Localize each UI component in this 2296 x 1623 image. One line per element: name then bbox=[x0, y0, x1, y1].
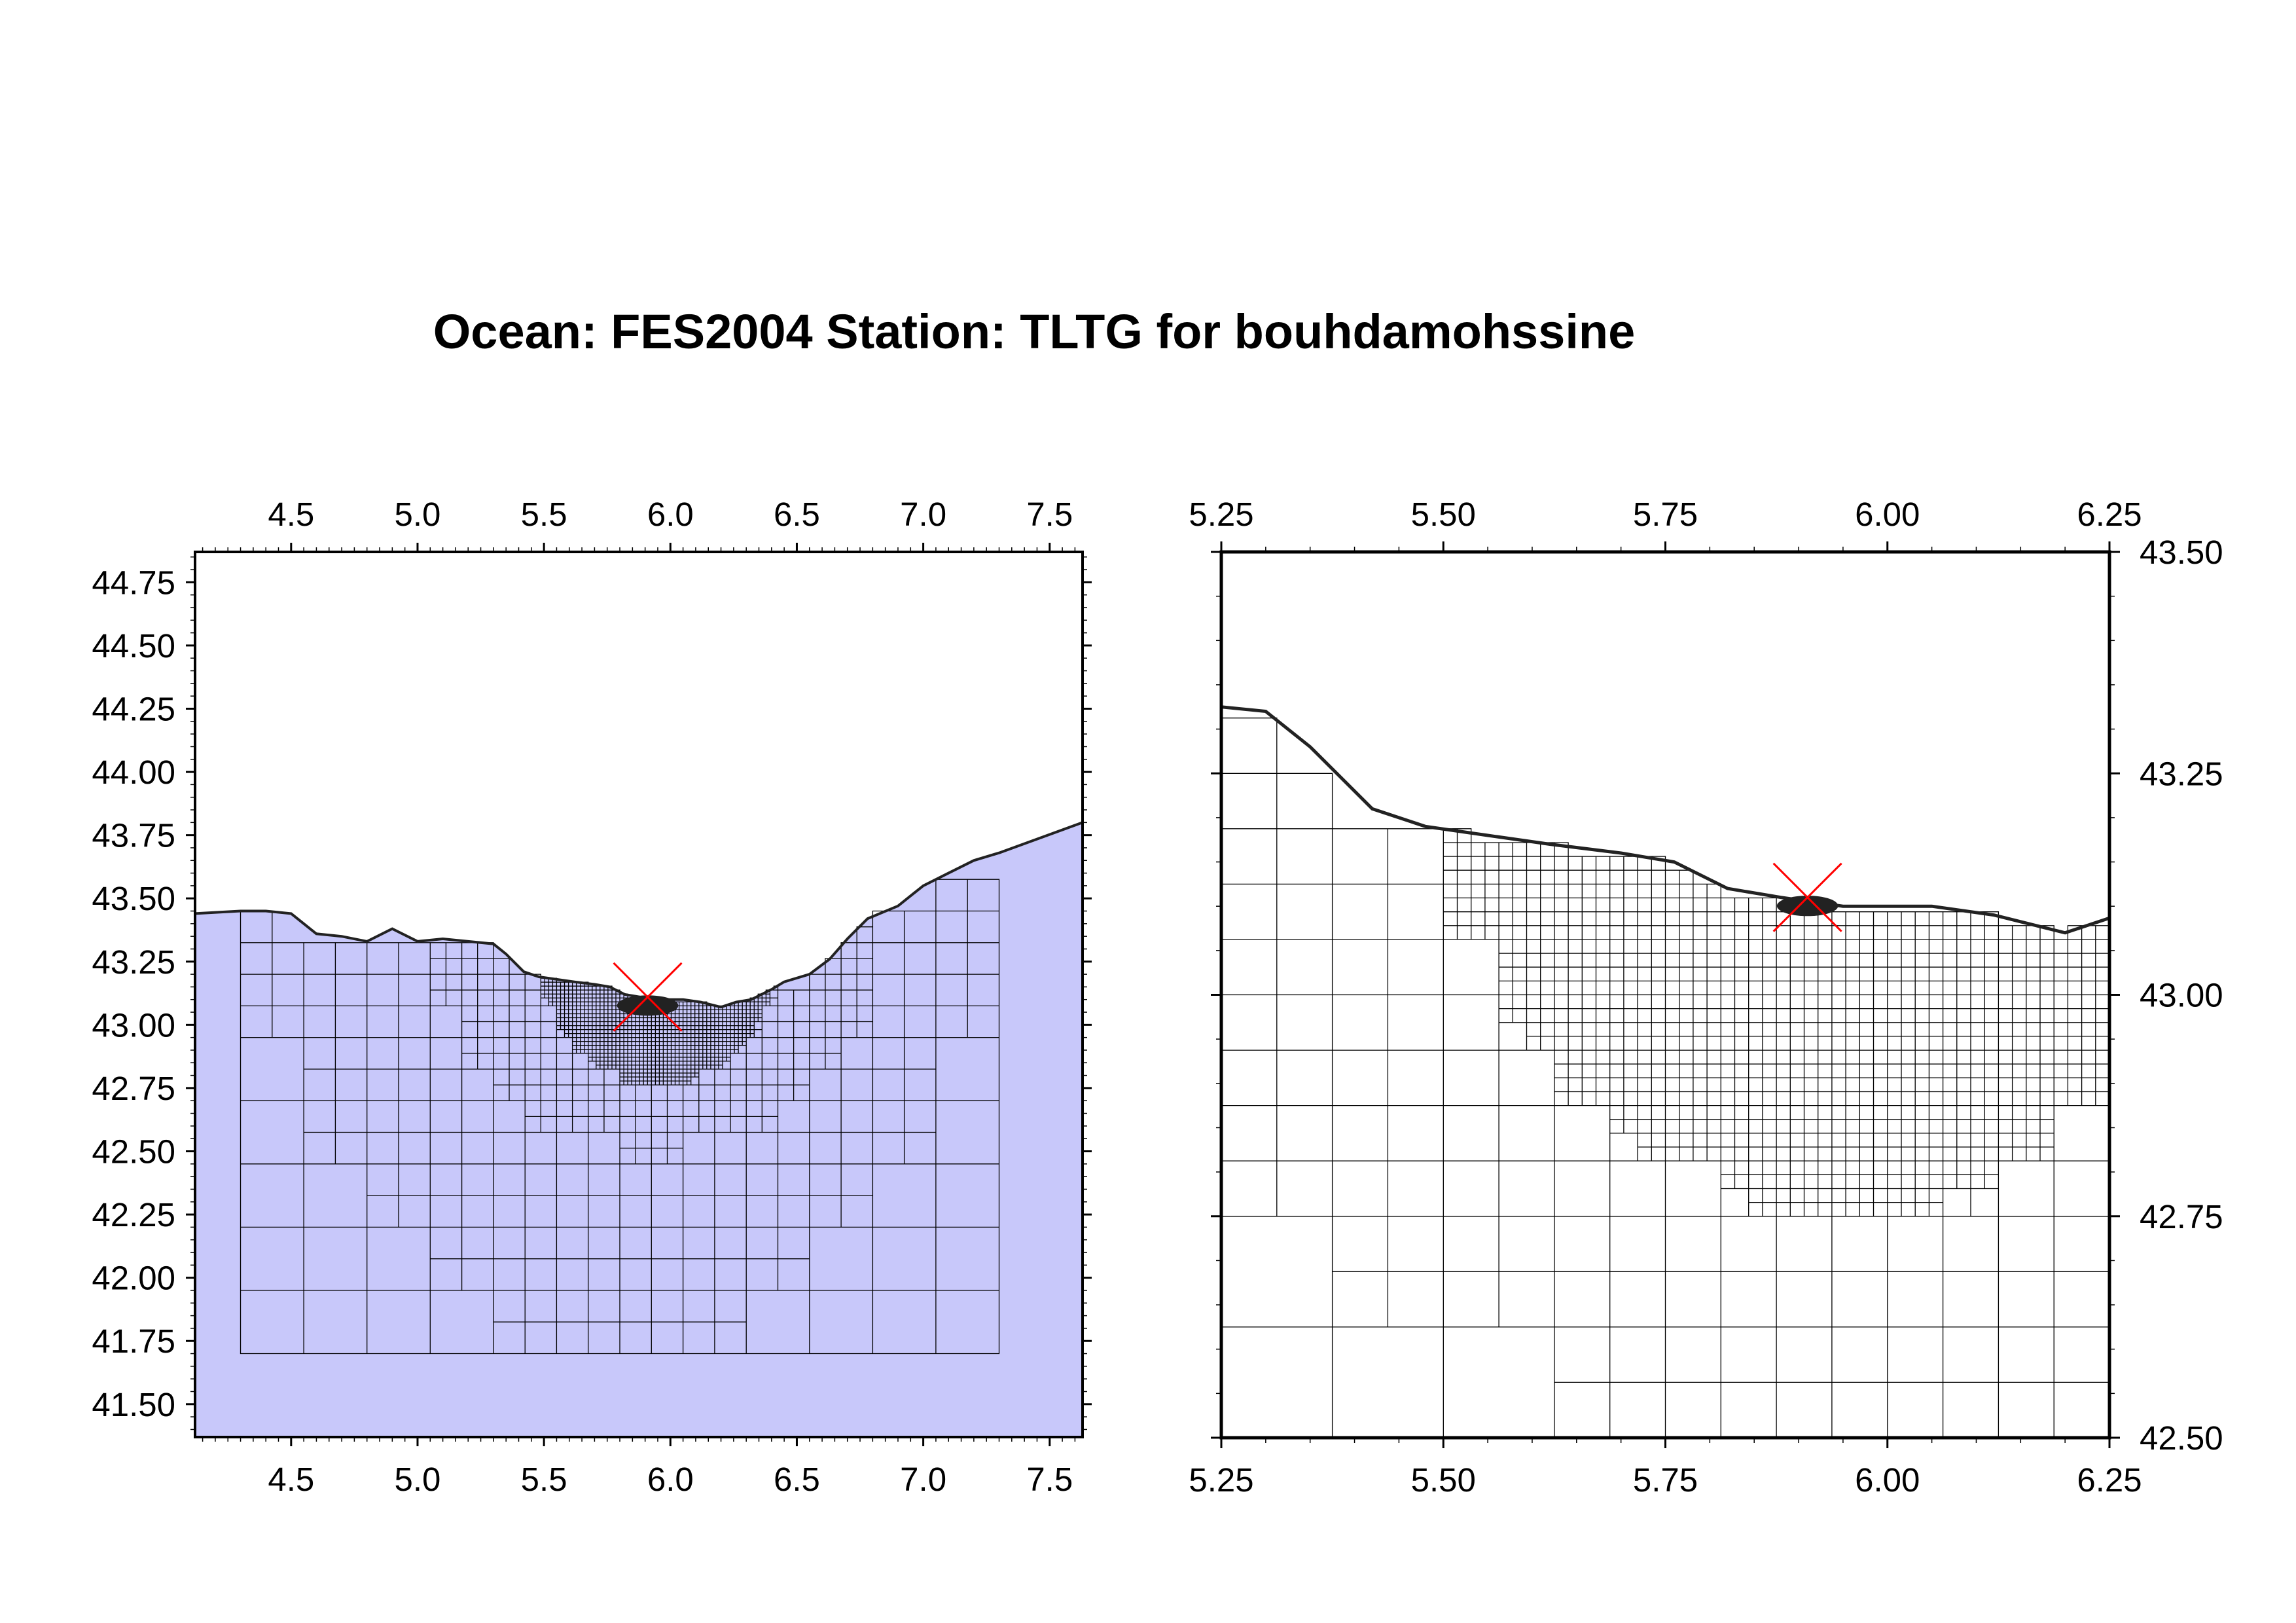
x-tick-label-bottom: 4.5 bbox=[268, 1461, 314, 1498]
y-tick-label: 43.75 bbox=[92, 817, 175, 854]
x-tick-label-bottom: 7.5 bbox=[1026, 1461, 1073, 1498]
coastline-path bbox=[1221, 705, 2109, 935]
grid-cells bbox=[240, 879, 1000, 1355]
x-tick-label-top: 7.5 bbox=[1026, 496, 1073, 533]
ocean-area bbox=[195, 822, 1083, 1437]
coastline-path bbox=[195, 821, 1083, 1009]
x-tick-label-top: 5.50 bbox=[1411, 496, 1476, 533]
x-tick-label-top: 4.5 bbox=[268, 496, 314, 533]
regional-grid-map: 4.5 4.5 5.0 5.0 5.5 5.5 6.0 6.0 6.5 6.5 7.0 7.0 7.5 7… bbox=[92, 496, 1092, 1498]
y-tick-label: 44.50 bbox=[92, 627, 175, 665]
y-tick-label: 42.00 bbox=[92, 1260, 175, 1297]
x-tick-label-bottom: 5.0 bbox=[395, 1461, 441, 1498]
model-grid-mesh-zoomed bbox=[1221, 718, 2109, 1438]
x-tick-label-bottom: 5.25 bbox=[1189, 1461, 1253, 1499]
y-tick-label: 41.50 bbox=[92, 1386, 175, 1423]
y-tick-label: 44.00 bbox=[92, 754, 175, 791]
x-tick-label-bottom: 5.50 bbox=[1411, 1461, 1476, 1499]
regional-map-axes: 4.5 4.5 5.0 5.0 5.5 5.5 6.0 6.0 6.5 6.5 7.0 7.0 7.5 7… bbox=[92, 496, 1092, 1498]
y-tick-label: 42.50 bbox=[92, 1133, 175, 1170]
grid-cells bbox=[1221, 718, 2109, 1438]
x-tick-label-top: 5.75 bbox=[1633, 496, 1698, 533]
y-tick-label: 42.75 bbox=[92, 1070, 175, 1107]
figure-title: Ocean: FES2004 Station: TLTG for bouhdam… bbox=[433, 304, 1636, 359]
zoomed-map-axes: 5.25 5.25 5.50 5.50 5.75 5.75 6.00 6.00 6.25 6.25… bbox=[1189, 496, 2223, 1499]
x-tick-label-top: 6.0 bbox=[647, 496, 694, 533]
station-cross-line-b bbox=[613, 962, 683, 1032]
x-tick-label-bottom: 5.5 bbox=[521, 1461, 567, 1498]
x-tick-label-bottom: 6.5 bbox=[774, 1461, 820, 1498]
y-tick-label: 43.00 bbox=[92, 1006, 175, 1044]
harbour-detail bbox=[617, 995, 679, 1016]
y-tick-label: 44.75 bbox=[92, 564, 175, 601]
x-tick-label-bottom: 6.25 bbox=[2077, 1461, 2142, 1499]
x-tick-label-top: 5.0 bbox=[395, 496, 441, 533]
x-tick-label-top: 7.0 bbox=[900, 496, 946, 533]
x-tick-label-bottom: 6.00 bbox=[1855, 1461, 1920, 1499]
ocean-fill bbox=[195, 822, 1083, 1437]
coastline-zoomed bbox=[1221, 705, 2109, 935]
y-tick-label: 43.50 bbox=[92, 880, 175, 917]
y-tick-label: 42.25 bbox=[92, 1196, 175, 1233]
x-tick-label-bottom: 6.0 bbox=[647, 1461, 694, 1498]
y-tick-label: 42.75 bbox=[2140, 1198, 2223, 1235]
harbour-detail bbox=[1776, 896, 1839, 917]
x-tick-label-top: 5.25 bbox=[1189, 496, 1253, 533]
regional-map-frame bbox=[194, 551, 1084, 1438]
x-tick-label-bottom: 7.0 bbox=[900, 1461, 946, 1498]
y-tick-label: 43.50 bbox=[2140, 534, 2223, 571]
station-marker-zoomed bbox=[1772, 862, 1842, 932]
x-tick-label-top: 5.5 bbox=[521, 496, 567, 533]
coastline bbox=[195, 821, 1083, 1009]
y-tick-label: 43.25 bbox=[2140, 755, 2223, 792]
y-tick-label: 43.25 bbox=[92, 943, 175, 981]
station-marker bbox=[613, 962, 683, 1032]
zoomed-grid-map: 5.25 5.25 5.50 5.50 5.75 5.75 6.00 6.00 6.25 6.25… bbox=[1189, 496, 2223, 1499]
y-tick-label: 44.25 bbox=[92, 690, 175, 727]
station-cross-line-b bbox=[1772, 862, 1842, 932]
y-tick-label: 43.00 bbox=[2140, 977, 2223, 1014]
x-tick-label-bottom: 5.75 bbox=[1633, 1461, 1698, 1499]
y-tick-label: 42.50 bbox=[2140, 1419, 2223, 1457]
model-grid-mesh bbox=[240, 879, 1000, 1355]
x-tick-label-top: 6.00 bbox=[1855, 496, 1920, 533]
x-tick-label-top: 6.25 bbox=[2077, 496, 2142, 533]
y-tick-label: 41.75 bbox=[92, 1322, 175, 1360]
x-tick-label-top: 6.5 bbox=[774, 496, 820, 533]
